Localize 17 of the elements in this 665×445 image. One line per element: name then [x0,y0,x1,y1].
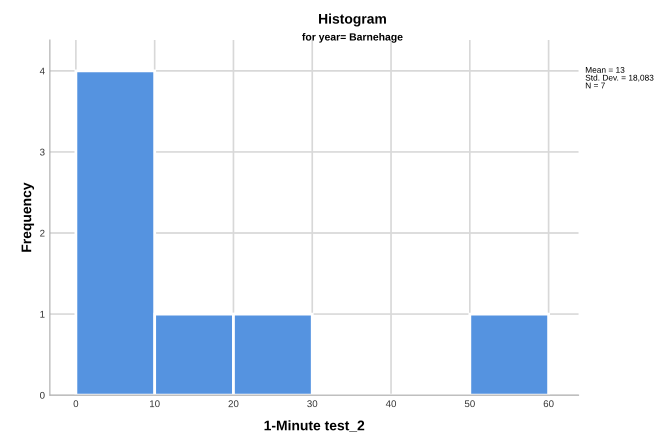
y-axis-title: Frequency [22,182,34,252]
x-tick-label: 10 [150,400,160,408]
x-axis-title: 1-Minute test_2 [264,420,364,432]
text: Mean = 13 Std. Dev. = 18,083 N = 7 [586,66,654,88]
y-tick-label: 4 [40,68,45,74]
y-tick-label: 2 [40,230,45,237]
x-tick-label: 50 [464,400,475,408]
y-tick-label: 0 [40,392,45,399]
x-tick-label: 20 [228,400,238,408]
x-tick-label: 30 [307,400,318,408]
chart-title: Histogram [319,14,386,27]
x-tick-label: 40 [386,400,396,408]
y-tick-label: 3 [40,148,45,156]
x-tick-label: 60 [544,400,554,408]
x-tick-label: 0 [74,400,78,408]
y-tick-label: 1 [40,310,45,318]
chart-subtitle: for year= Barnehage [302,32,403,43]
